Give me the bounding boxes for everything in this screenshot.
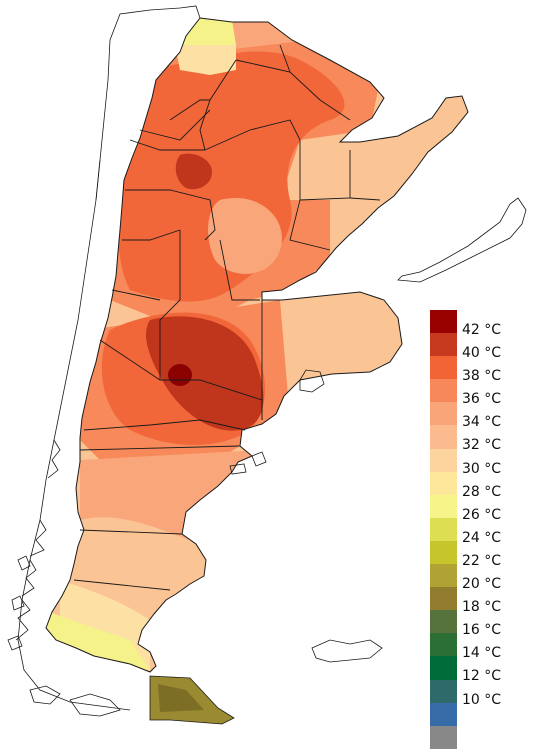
legend-swatch: [430, 702, 457, 726]
legend-label: 24 °C: [462, 529, 502, 546]
legend-label: 40 °C: [462, 345, 502, 362]
legend-swatch: [430, 656, 457, 680]
legend-entry: 14 °C: [428, 633, 538, 661]
legend-entry: 28 °C: [428, 471, 538, 500]
legend-swatch: [430, 564, 457, 588]
legend-entry: 18 °C: [428, 587, 538, 615]
legend-entry: [428, 725, 538, 749]
legend-label: 22 °C: [462, 552, 502, 569]
legend-swatch: [430, 333, 457, 357]
legend-swatch: [430, 587, 457, 611]
legend-label: 10 °C: [462, 691, 502, 708]
legend-label: 36 °C: [462, 391, 502, 408]
legend-label: 12 °C: [462, 668, 502, 685]
legend-label: 14 °C: [462, 645, 502, 662]
legend-label: 18 °C: [462, 599, 502, 616]
legend-label: 34 °C: [462, 414, 502, 431]
legend-entry: 26 °C: [428, 494, 538, 523]
legend-entry: 32 °C: [428, 425, 538, 453]
legend-swatch: [430, 540, 457, 565]
legend-entry: 30 °C: [428, 448, 538, 477]
legend-entry: 24 °C: [428, 517, 538, 546]
legend-entry: 22 °C: [428, 540, 538, 569]
legend-swatch: [430, 402, 457, 426]
legend-swatch: [430, 310, 457, 334]
legend-swatch: [430, 725, 457, 749]
legend-entry: 10 °C: [428, 679, 538, 708]
legend-swatch: [430, 494, 457, 518]
legend-label: 32 °C: [462, 437, 502, 454]
legend-entry: [428, 702, 538, 726]
legend-entry: 16 °C: [428, 610, 538, 638]
legend-label: 20 °C: [462, 576, 502, 593]
legend-swatch: [430, 448, 457, 472]
legend-entry: 34 °C: [428, 402, 538, 430]
legend-swatch: [430, 471, 457, 495]
temperature-legend: 42 °C 40 °C 38 °C 36 °C 34 °C 32 °C 30 °…: [428, 310, 538, 749]
legend-swatch: [430, 610, 457, 634]
legend-label: 26 °C: [462, 506, 502, 523]
legend-entry: 42 °C: [428, 310, 538, 338]
legend-entry: 12 °C: [428, 656, 538, 684]
legend-swatch: [430, 356, 457, 380]
legend-swatch: [430, 633, 457, 657]
legend-entry: 36 °C: [428, 379, 538, 407]
legend-label: 30 °C: [462, 460, 502, 477]
legend-entry: 38 °C: [428, 356, 538, 384]
legend-swatch: [430, 517, 457, 541]
legend-swatch: [430, 425, 457, 449]
legend-entry: 20 °C: [428, 564, 538, 592]
legend-label: 28 °C: [462, 483, 502, 500]
legend-entry: 40 °C: [428, 333, 538, 361]
legend-label: 42 °C: [462, 322, 502, 338]
legend-swatch: [430, 379, 457, 403]
legend-label: 16 °C: [462, 622, 502, 639]
legend-label: 38 °C: [462, 368, 502, 385]
legend-swatch: [430, 679, 457, 703]
